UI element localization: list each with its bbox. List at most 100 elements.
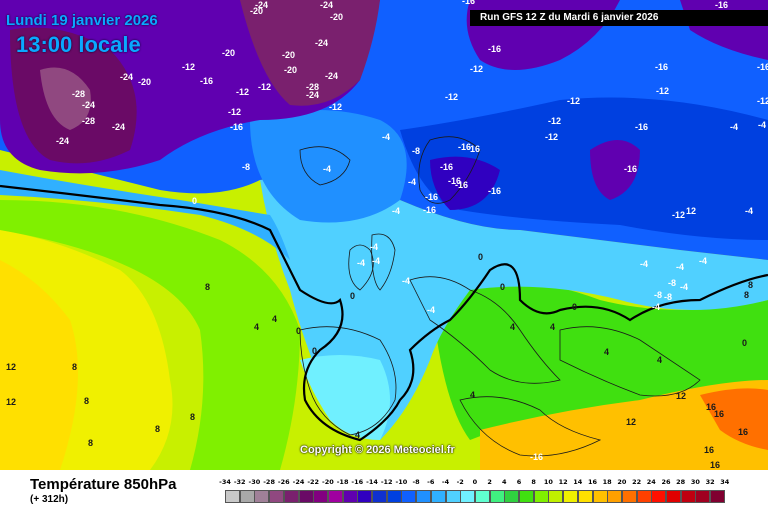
temperature-label: -12 xyxy=(567,96,580,106)
coastlines xyxy=(299,136,701,457)
warm-zone-south-east xyxy=(480,380,768,470)
temperature-label: 0 xyxy=(478,252,483,262)
legend-swatch xyxy=(357,490,373,503)
hot-zone-south-east xyxy=(700,388,768,450)
legend-swatch xyxy=(548,490,564,503)
temperature-label: 8 xyxy=(155,424,160,434)
temperature-label: -16 xyxy=(425,192,438,202)
legend-tick-label: 30 xyxy=(690,478,700,486)
temperature-label: -16 xyxy=(488,186,501,196)
very-cold-baltic xyxy=(430,156,500,210)
temperature-label: 4 xyxy=(355,430,360,440)
temperature-label: 16 xyxy=(706,402,716,412)
temperature-label: -4 xyxy=(652,302,660,312)
cool-band-atlantic xyxy=(0,170,290,260)
temperature-label: -12 xyxy=(236,87,249,97)
temperature-label: -8 xyxy=(242,162,250,172)
legend-tick-label: -30 xyxy=(248,478,261,486)
legend-swatch xyxy=(666,490,681,503)
legend-tick-label: 18 xyxy=(602,478,612,486)
legend-tick-label: 6 xyxy=(516,478,522,486)
copyright-text: Copyright © 2026 Meteociel.fr xyxy=(300,444,455,456)
temperature-label: 16 xyxy=(710,460,720,470)
temperature-label: -16 xyxy=(655,62,668,72)
legend-tick-label: 28 xyxy=(676,478,686,486)
temperature-label: -24 xyxy=(255,0,268,10)
temperature-label: -4 xyxy=(745,206,753,216)
temperature-label: -4 xyxy=(699,256,707,266)
legend-swatch xyxy=(519,490,534,503)
legend-tick-label: 20 xyxy=(617,478,627,486)
temperature-label: 8 xyxy=(190,412,195,422)
forecast-time: 13:00 locale xyxy=(16,32,141,57)
cold-zone-russia xyxy=(590,140,640,200)
temperature-map: -24 -24 -20 -20 -20 -12 -20 -24 -20 -24 -16 -12 -12-… xyxy=(0,0,768,470)
legend-tick-label: -16 xyxy=(351,478,364,486)
legend-tick-label: -2 xyxy=(456,478,464,486)
legend-tick-label: -34 xyxy=(219,478,231,486)
temperature-label: -16 xyxy=(530,452,543,462)
temperature-label: -16 xyxy=(488,44,501,54)
coldest-greenland-core xyxy=(40,67,91,130)
legend-swatch xyxy=(430,490,446,503)
temperature-label: -4 xyxy=(680,282,688,292)
temperature-label: -28 xyxy=(306,82,319,92)
legend-swatch xyxy=(460,490,476,503)
legend-tick-label: 14 xyxy=(573,478,583,486)
temperature-label: -16 xyxy=(455,180,468,190)
temperature-label: -12 xyxy=(329,102,342,112)
field-title: Température 850hPa xyxy=(30,476,177,493)
temperature-label: 0 xyxy=(296,326,301,336)
temperature-label: -4 xyxy=(676,262,684,272)
legend-tick-label: 16 xyxy=(587,478,598,486)
legend-swatch xyxy=(563,490,579,503)
legend-swatch xyxy=(592,490,608,503)
legend-swatch xyxy=(283,490,299,503)
legend-swatch xyxy=(695,490,711,503)
temperature-label: -16 xyxy=(757,62,768,72)
legend-swatch xyxy=(254,490,270,503)
map-canvas: -24 -24-20-20-20-12-20-24-20-24-16-12 -12-… xyxy=(0,0,768,470)
legend-tick-label: -4 xyxy=(441,478,450,486)
temperature-label: -4 xyxy=(427,305,435,315)
legend-swatch xyxy=(313,490,329,503)
temperature-label: 0 xyxy=(742,338,747,348)
temperature-label: -4 xyxy=(408,177,416,187)
legend-tick-label: -28 xyxy=(263,478,275,486)
temperature-label: 4 xyxy=(272,314,277,324)
temperature-label: -20 xyxy=(330,12,343,22)
legend-swatch xyxy=(225,490,240,503)
legend-tick-label: -12 xyxy=(380,478,393,486)
legend-swatch xyxy=(636,490,652,503)
temperature-label: 16 xyxy=(704,445,714,455)
temperature-label: -20 xyxy=(250,6,263,16)
legend-swatch xyxy=(386,490,402,503)
temperature-label: -24 xyxy=(315,38,328,48)
temperature-label: -4 xyxy=(370,242,378,252)
legend-tick-label: 26 xyxy=(661,478,671,486)
temperature-label: -8 xyxy=(668,278,676,288)
temperature-label: -12 xyxy=(182,62,195,72)
temperature-label: 0 xyxy=(192,196,197,206)
temperature-label: -12 xyxy=(757,96,768,106)
temperature-label: 4 xyxy=(254,322,259,332)
temperature-label: 12 xyxy=(6,362,16,372)
temperature-label: -16 xyxy=(200,76,213,86)
temperature-label: 12 xyxy=(686,206,696,216)
temperature-label: 4 xyxy=(550,322,555,332)
temperature-label: -16 xyxy=(635,122,648,132)
temperature-label: 4 xyxy=(604,347,609,357)
legend-tick-label: -18 xyxy=(336,478,349,486)
legend-swatch xyxy=(533,490,549,503)
temperature-label: -16 xyxy=(448,176,461,186)
legend-swatch xyxy=(489,490,505,503)
legend-swatch xyxy=(239,490,255,503)
legend-tick-label: 24 xyxy=(646,478,656,486)
cold-zone-norwegian-sea xyxy=(250,110,407,223)
legend-tick-label: 12 xyxy=(558,478,568,486)
temperature-labels: -24 -24-20-20-20-12-20-24-20-24-16-12 -12-… xyxy=(6,0,768,470)
green-band-west xyxy=(0,200,300,470)
light-cold-iberia xyxy=(300,355,390,440)
temperature-label: -16 xyxy=(230,122,243,132)
temperature-label: 8 xyxy=(748,280,753,290)
